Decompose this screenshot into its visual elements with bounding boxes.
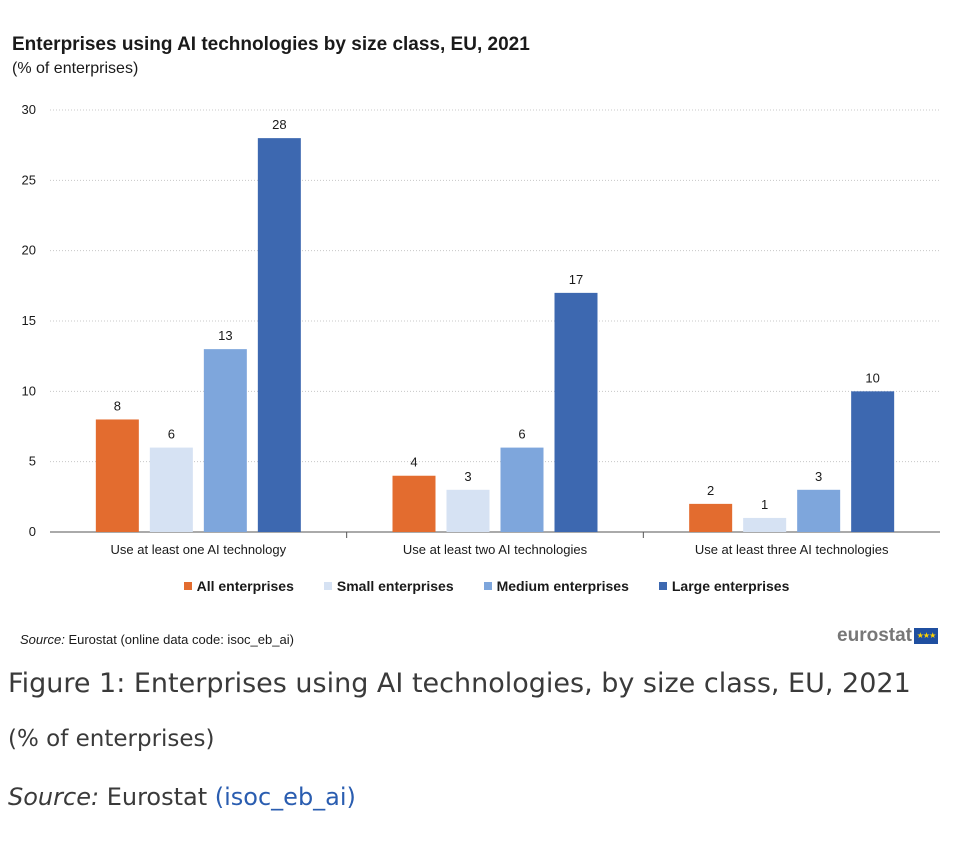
legend-item-large: Large enterprises xyxy=(658,578,790,594)
logo-text: eurostat xyxy=(837,625,912,646)
figure-source-prefix: Source: xyxy=(8,783,100,811)
chart-title: Enterprises using AI technologies by siz… xyxy=(12,34,530,55)
y-tick-label: 0 xyxy=(29,524,36,539)
bar xyxy=(851,391,895,532)
bar xyxy=(554,292,598,532)
data-label: 8 xyxy=(114,398,121,413)
bar xyxy=(446,489,490,532)
bar xyxy=(203,349,247,532)
bar xyxy=(149,447,193,532)
legend-item-small: Small enterprises xyxy=(323,578,454,594)
bar xyxy=(500,447,544,532)
source-prefix: Source: xyxy=(20,632,65,647)
figure-unit: (% of enterprises) xyxy=(8,726,215,752)
data-label: 2 xyxy=(707,483,714,498)
data-label: 3 xyxy=(815,469,822,484)
bar xyxy=(797,489,841,532)
data-label: 28 xyxy=(272,117,286,132)
legend-label: Medium enterprises xyxy=(496,578,629,594)
figure-caption: Figure 1: Enterprises using AI technolog… xyxy=(8,668,911,699)
bar xyxy=(392,475,436,532)
bar xyxy=(95,419,139,532)
data-label: 4 xyxy=(410,455,417,470)
legend-label: Small enterprises xyxy=(336,578,454,594)
y-tick-label: 15 xyxy=(22,313,36,328)
chart-legend: All enterprises Small enterprises Medium… xyxy=(0,578,973,594)
bar xyxy=(689,503,733,532)
data-label: 13 xyxy=(218,328,232,343)
legend-swatch xyxy=(183,582,192,590)
data-label: 17 xyxy=(569,272,583,287)
data-label: 10 xyxy=(865,370,879,385)
x-tick-label: Use at least two AI technologies xyxy=(403,542,588,557)
figure-source-text: Eurostat xyxy=(106,783,208,811)
x-tick-label: Use at least three AI technologies xyxy=(695,542,889,557)
legend-swatch xyxy=(483,582,492,590)
source-text: Eurostat (online data code: isoc_eb_ai) xyxy=(68,632,294,647)
y-tick-label: 10 xyxy=(22,383,36,398)
y-tick-label: 20 xyxy=(22,243,36,258)
chart-subtitle: (% of enterprises) xyxy=(12,60,139,77)
figure-source: Source: Eurostat (isoc_eb_ai) xyxy=(8,783,356,811)
legend-label: All enterprises xyxy=(196,578,294,594)
legend-label: Large enterprises xyxy=(671,578,790,594)
eu-flag-icon: ★★★ xyxy=(914,628,938,644)
chart-source: Source: Eurostat (online data code: isoc… xyxy=(20,632,294,647)
bar xyxy=(257,138,301,532)
y-tick-label: 30 xyxy=(22,102,36,117)
data-label: 1 xyxy=(761,497,768,512)
y-tick-label: 25 xyxy=(22,172,36,187)
eurostat-logo: eurostat ★★★ xyxy=(837,625,938,647)
bar xyxy=(743,517,787,532)
legend-swatch xyxy=(323,582,332,590)
legend-item-all: All enterprises xyxy=(183,578,294,594)
data-label: 6 xyxy=(168,427,175,442)
data-label: 6 xyxy=(518,427,525,442)
y-tick-label: 5 xyxy=(29,454,36,469)
legend-swatch xyxy=(658,582,667,590)
x-tick-label: Use at least one AI technology xyxy=(111,542,287,557)
legend-item-medium: Medium enterprises xyxy=(483,578,629,594)
source-link[interactable]: (isoc_eb_ai) xyxy=(214,783,356,811)
data-label: 3 xyxy=(464,469,471,484)
